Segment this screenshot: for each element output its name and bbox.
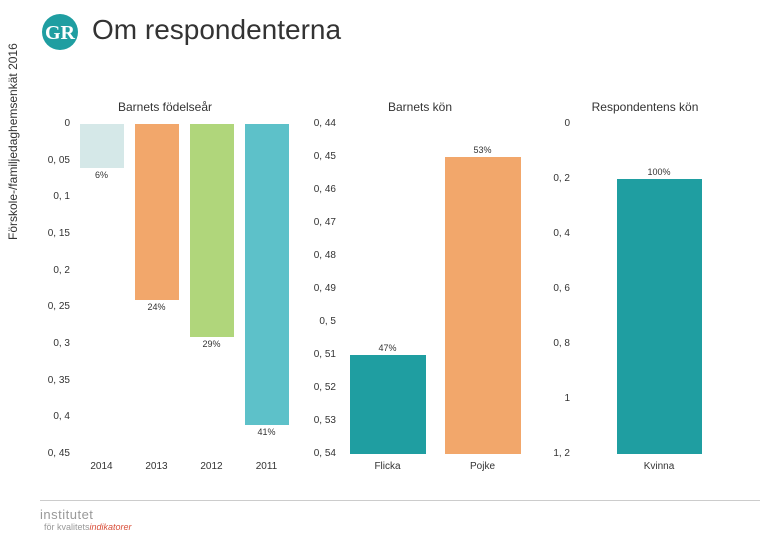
chart3-plot: 100%Kvinna	[574, 124, 744, 454]
page-title: Om respondenterna	[92, 14, 341, 46]
chart1-y-tick: 0, 45	[30, 449, 70, 459]
chart3-bar	[617, 179, 702, 454]
chart1-title: Barnets födelseår	[30, 100, 300, 114]
chart1-bar	[80, 124, 124, 168]
chart2-y-tick: 0, 45	[300, 152, 336, 162]
footer: institutet för kvalitetsindikatorer	[40, 500, 760, 532]
chart1-plot: 6%201424%201329%201241%2011	[74, 124, 294, 454]
chart1-bar-slot: 29%2012	[184, 124, 239, 454]
chart3-bar-label: 100%	[574, 167, 744, 177]
chart3-x-label: Kvinna	[574, 461, 744, 472]
chart2-x-label: Flicka	[340, 461, 435, 472]
chart1-bar-slot: 6%2014	[74, 124, 129, 454]
chart1-bar	[190, 124, 234, 337]
chart1-bar-label: 41%	[239, 427, 294, 437]
chart2-y-tick: 0, 46	[300, 185, 336, 195]
chart1-x-label: 2012	[184, 461, 239, 472]
chart1-y-tick: 0, 15	[30, 229, 70, 239]
chart1-bar-slot: 24%2013	[129, 124, 184, 454]
chart1-y-tick: 0, 35	[30, 376, 70, 386]
chart1-y-tick: 0, 25	[30, 302, 70, 312]
chart1-y-tick: 0	[30, 119, 70, 129]
footer-logo-line2: för kvalitetsindikatorer	[44, 522, 132, 532]
chart1-y-tick: 0, 1	[30, 192, 70, 202]
chart3-y-tick: 1, 2	[540, 449, 570, 459]
chart1-x-label: 2013	[129, 461, 184, 472]
chart3-bar-slot: 100%Kvinna	[574, 124, 744, 454]
footer-logo: institutet för kvalitetsindikatorer	[40, 507, 132, 532]
chart1-bar-label: 6%	[74, 170, 129, 180]
chart1-bar	[135, 124, 179, 300]
footer-logo-line2a: för kvalitets	[44, 522, 90, 532]
chart1-x-label: 2011	[239, 461, 294, 472]
chart3-title: Respondentens kön	[540, 100, 750, 114]
chart2-bar-slot: 47%Flicka	[340, 124, 435, 454]
chart1-y-tick: 0, 4	[30, 412, 70, 422]
chart2-y-tick: 0, 47	[300, 218, 336, 228]
chart-respondent-gender: Respondentens kön 0 0, 2 0, 4 0, 6 0, 8 1 1, 2…	[540, 100, 750, 480]
gr-logo: GR	[40, 12, 80, 52]
footer-logo-line1: institutet	[40, 507, 132, 522]
chart2-x-label: Pojke	[435, 461, 530, 472]
survey-name-label: Förskole-/familjedaghemsenkät 2016	[6, 43, 20, 240]
chart-child-gender: Barnets kön 0, 44 0, 45 0, 46 0, 47 0, 48 0, …	[300, 100, 540, 480]
chart-birth-year: Barnets födelseår 0 0, 05 0, 1 0, 15 0, 2 0, …	[30, 100, 300, 480]
chart2-y-tick: 0, 51	[300, 350, 336, 360]
chart2-bar	[350, 355, 426, 454]
chart3-y-tick: 1	[540, 394, 570, 404]
chart1-x-label: 2014	[74, 461, 129, 472]
chart2-y-axis: 0, 440, 450, 460, 470, 480, 490, 50, 510…	[300, 124, 336, 454]
chart2-title: Barnets kön	[300, 100, 540, 114]
chart2-y-tick: 0, 53	[300, 416, 336, 426]
chart1-bar-label: 29%	[184, 339, 239, 349]
chart2-y-tick: 0, 52	[300, 383, 336, 393]
charts-row: Barnets födelseår 0 0, 05 0, 1 0, 15 0, 2 0, …	[30, 100, 750, 480]
chart1-y-tick: 0, 2	[30, 266, 70, 276]
chart3-y-tick: 0, 8	[540, 339, 570, 349]
chart2-bar	[445, 157, 521, 454]
chart2-bar-slot: 53%Pojke	[435, 124, 530, 454]
chart1-bar-label: 24%	[129, 302, 184, 312]
chart3-y-axis: 00, 20, 40, 60, 811, 2	[540, 124, 570, 454]
chart2-y-tick: 0, 54	[300, 449, 336, 459]
chart1-y-tick: 0, 05	[30, 156, 70, 166]
chart2-bar-label: 47%	[340, 343, 435, 353]
chart3-y-tick: 0, 2	[540, 174, 570, 184]
page: Förskole-/familjedaghemsenkät 2016 GR Om…	[0, 0, 780, 540]
chart1-bar	[245, 124, 289, 425]
chart3-y-tick: 0	[540, 119, 570, 129]
chart1-y-tick: 0, 3	[30, 339, 70, 349]
svg-text:GR: GR	[45, 22, 76, 44]
chart1-y-axis: 00, 050, 10, 150, 20, 250, 30, 350, 40, …	[30, 124, 70, 454]
chart2-y-tick: 0, 49	[300, 284, 336, 294]
chart1-bar-slot: 41%2011	[239, 124, 294, 454]
chart3-y-tick: 0, 4	[540, 229, 570, 239]
chart2-y-tick: 0, 48	[300, 251, 336, 261]
chart2-y-tick: 0, 44	[300, 119, 336, 129]
chart2-y-tick: 0, 5	[300, 317, 336, 327]
chart2-plot: 47%Flicka53%Pojke	[340, 124, 530, 454]
footer-logo-line2b: indikatorer	[90, 522, 132, 532]
chart3-y-tick: 0, 6	[540, 284, 570, 294]
chart2-bar-label: 53%	[435, 145, 530, 155]
